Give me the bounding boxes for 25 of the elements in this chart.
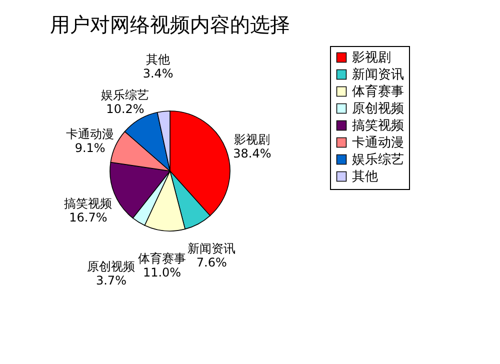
slice-label: 影视剧 (234, 132, 270, 147)
data-label: 3.4% (142, 66, 174, 81)
data-label: 38.4% (233, 146, 272, 161)
legend-label: 新闻资讯 (352, 68, 404, 82)
slice-label: 搞笑视频 (64, 196, 112, 210)
legend-label: 体育赛事 (352, 84, 404, 100)
data-label: 3.7% (96, 273, 126, 288)
slice-label: 其他 (146, 52, 170, 67)
legend-label: 原创视频 (352, 102, 404, 116)
legend-label: 搞笑视频 (352, 118, 404, 134)
slice-label: 体育赛事 (138, 252, 186, 266)
slice-label: 新闻资讯 (188, 242, 236, 256)
data-label: 10.2% (106, 102, 144, 116)
legend-label: 其他 (352, 170, 378, 184)
slice-label: 卡通动漫 (66, 127, 114, 142)
chart-title: 用户对网络视频内容的选择 (50, 12, 290, 36)
data-label: 7.6% (196, 256, 227, 270)
data-label: 16.7% (69, 210, 108, 224)
data-label: 9.1% (74, 141, 106, 156)
legend-label: 卡通动漫 (352, 136, 404, 150)
slice-label: 原创视频 (87, 259, 136, 274)
data-label: 11.0% (142, 266, 182, 280)
slice-label: 娱乐综艺 (101, 88, 150, 102)
legend-label: 影视剧 (352, 50, 391, 66)
legend-label: 娱乐综艺 (352, 152, 404, 168)
